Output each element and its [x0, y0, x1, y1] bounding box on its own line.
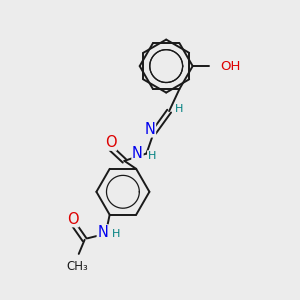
Text: O: O: [67, 212, 79, 227]
Text: N: N: [132, 146, 143, 161]
Text: H: H: [112, 229, 120, 239]
Text: H: H: [148, 151, 156, 161]
Text: OH: OH: [220, 60, 241, 73]
Text: O: O: [105, 135, 116, 150]
Text: N: N: [97, 225, 108, 240]
Text: CH₃: CH₃: [66, 260, 88, 273]
Text: H: H: [175, 104, 184, 114]
Text: N: N: [145, 122, 155, 137]
